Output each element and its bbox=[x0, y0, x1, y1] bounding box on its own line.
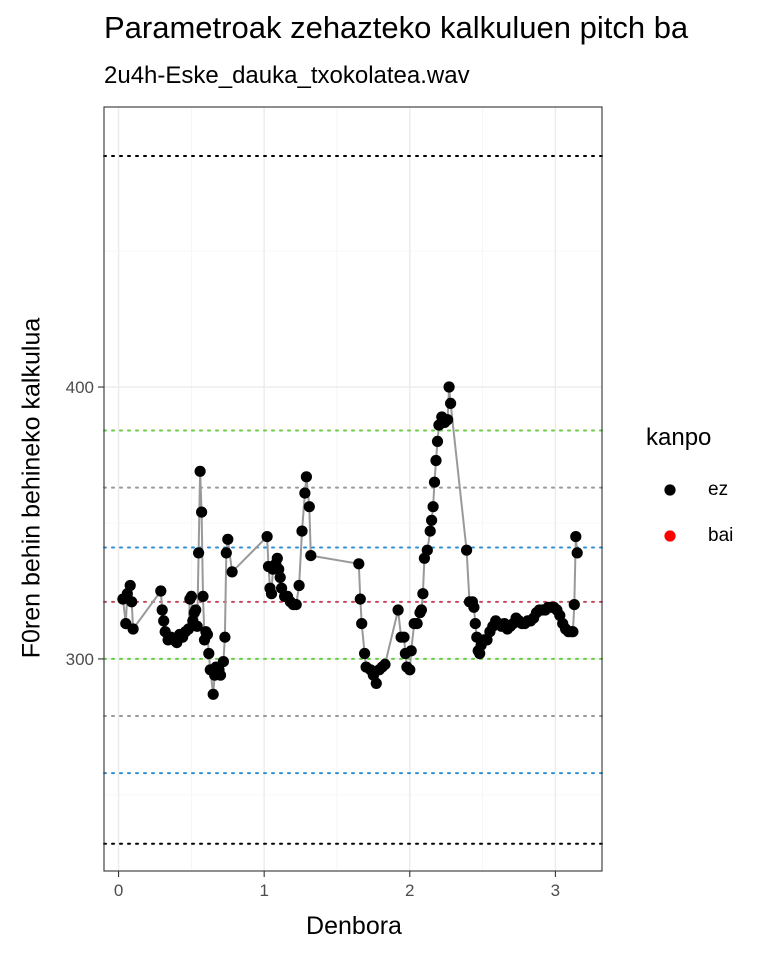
data-point-37 bbox=[214, 669, 227, 681]
data-point-67 bbox=[359, 647, 371, 660]
x-tick-label-1: 1 bbox=[259, 881, 268, 900]
data-point-40 bbox=[220, 547, 232, 559]
x-tick-label-2: 2 bbox=[405, 881, 414, 900]
reference-lines bbox=[103, 154, 603, 845]
data-point-75 bbox=[392, 604, 404, 616]
data-point-92 bbox=[428, 476, 441, 488]
data-point-26 bbox=[196, 506, 208, 518]
plot-panel bbox=[104, 107, 602, 871]
data-point-46 bbox=[265, 588, 278, 600]
plot-border bbox=[103, 106, 603, 872]
data-point-6 bbox=[155, 585, 167, 597]
y-tick-label-0: 300 bbox=[66, 650, 94, 669]
data-point-27 bbox=[197, 590, 209, 603]
data-point-4 bbox=[126, 596, 138, 608]
data-point-31 bbox=[203, 647, 215, 660]
data-point-83 bbox=[411, 618, 423, 630]
data-point-30 bbox=[201, 628, 213, 641]
data-point-63 bbox=[305, 550, 317, 562]
data-point-42 bbox=[226, 566, 238, 578]
data-point-8 bbox=[158, 615, 170, 627]
data-point-88 bbox=[421, 544, 433, 556]
legend-title: kanpo bbox=[646, 424, 712, 451]
legend-key-bai bbox=[664, 530, 676, 542]
data-point-49 bbox=[271, 552, 283, 564]
data-point-105 bbox=[469, 618, 481, 630]
data-point-101 bbox=[461, 544, 473, 556]
data-point-41 bbox=[222, 533, 234, 545]
data-point-33 bbox=[207, 688, 219, 700]
chart-subtitle: 2u4h-Eske_dauka_txokolatea.wav bbox=[104, 62, 470, 89]
data-point-25 bbox=[194, 465, 206, 477]
data-point-38 bbox=[217, 656, 229, 668]
data-point-91 bbox=[427, 501, 439, 513]
legend-keys bbox=[664, 484, 676, 542]
data-point-98 bbox=[442, 414, 454, 426]
data-point-5 bbox=[127, 623, 139, 635]
data-point-144 bbox=[571, 547, 583, 559]
data-point-65 bbox=[354, 593, 366, 605]
data-point-81 bbox=[405, 645, 417, 657]
x-tick-label-0: 0 bbox=[114, 881, 123, 900]
legend-label-ez: ez bbox=[708, 479, 729, 500]
data-point-93 bbox=[430, 454, 442, 467]
data-point-39 bbox=[219, 631, 231, 643]
data-point-80 bbox=[404, 664, 416, 676]
grid-lines bbox=[104, 107, 602, 871]
data-point-94 bbox=[431, 435, 444, 447]
data-point-74 bbox=[379, 658, 391, 671]
data-point-89 bbox=[424, 525, 436, 537]
data-point-24 bbox=[193, 547, 205, 559]
data-point-85 bbox=[415, 604, 427, 616]
y-tick-label-1: 400 bbox=[66, 378, 94, 397]
chart-title: Parametroak zehazteko kalkuluen pitch ba bbox=[104, 10, 689, 45]
data-point-66 bbox=[356, 618, 368, 630]
data-point-22 bbox=[190, 604, 202, 616]
data-point-86 bbox=[417, 588, 429, 600]
series-points-group bbox=[117, 381, 583, 700]
data-point-142 bbox=[568, 599, 580, 611]
data-point-71 bbox=[370, 677, 382, 690]
data-point-43 bbox=[261, 531, 273, 543]
y-axis-label: F0ren behin behineko kalkulua bbox=[17, 317, 46, 659]
data-point-100 bbox=[445, 397, 457, 409]
data-point-51 bbox=[274, 571, 286, 584]
data-point-143 bbox=[570, 531, 582, 543]
data-point-23 bbox=[191, 620, 203, 632]
data-point-64 bbox=[353, 558, 365, 570]
axis-ticks: 0 1 2 3 300 400 bbox=[66, 378, 561, 900]
data-point-141 bbox=[567, 626, 579, 638]
data-point-61 bbox=[300, 471, 312, 483]
legend-label-bai: bai bbox=[708, 525, 734, 546]
data-point-3 bbox=[124, 579, 136, 592]
x-axis-label: Denbora bbox=[306, 912, 402, 940]
data-point-59 bbox=[296, 525, 308, 537]
data-point-77 bbox=[398, 631, 410, 643]
legend-key-ez bbox=[664, 484, 676, 496]
data-point-62 bbox=[303, 501, 315, 513]
data-point-60 bbox=[299, 487, 311, 499]
data-point-90 bbox=[426, 514, 438, 526]
data-point-19 bbox=[185, 590, 197, 603]
data-point-7 bbox=[156, 604, 168, 616]
data-point-104 bbox=[468, 601, 480, 613]
x-tick-label-3: 3 bbox=[551, 881, 560, 900]
data-point-57 bbox=[290, 599, 302, 611]
data-point-58 bbox=[293, 579, 305, 592]
data-point-99 bbox=[443, 381, 455, 393]
